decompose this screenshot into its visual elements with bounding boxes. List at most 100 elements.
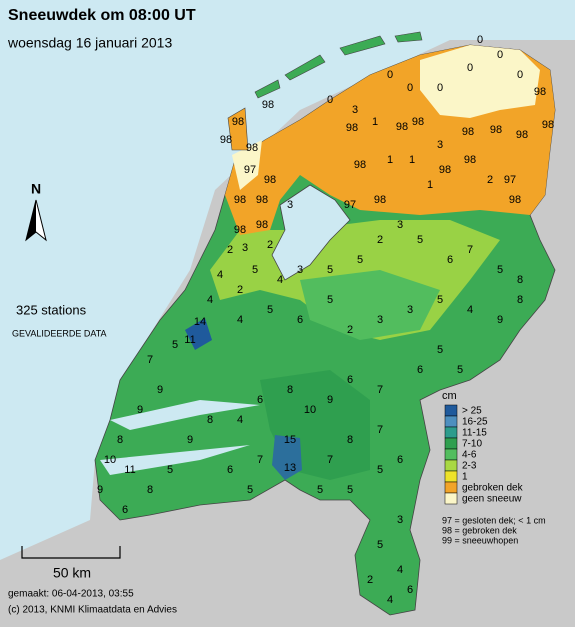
station-value: 0 — [517, 69, 523, 81]
station-value: 3 — [242, 242, 248, 254]
station-value: 10 — [104, 454, 116, 466]
station-value: 11 — [124, 464, 135, 476]
legend-label: 2-3 — [462, 461, 477, 472]
legend-label: > 25 — [462, 406, 482, 417]
station-value: 8 — [517, 274, 523, 286]
station-value: 2 — [377, 234, 383, 246]
legend-swatch — [444, 448, 458, 461]
station-value: 2 — [227, 244, 233, 256]
station-value: 98 — [374, 194, 386, 206]
footer-copyright: (c) 2013, KNMI Klimaatdata en Advies — [8, 605, 177, 616]
station-value: 1 — [427, 179, 433, 191]
station-value: 5 — [172, 339, 178, 351]
legend-swatch — [444, 426, 458, 439]
station-value: 98 — [542, 119, 554, 131]
station-value: 2 — [237, 284, 243, 296]
station-value: 2 — [487, 174, 493, 186]
region-none — [420, 45, 540, 118]
station-value: 98 — [439, 164, 451, 176]
station-value: 98 — [256, 194, 268, 206]
station-value: 4 — [237, 414, 243, 426]
station-value: 4 — [237, 314, 243, 326]
station-value: 15 — [284, 434, 296, 446]
station-value: 8 — [347, 434, 353, 446]
station-value: 4 — [277, 274, 283, 286]
station-value: 9 — [497, 314, 503, 326]
station-value: 3 — [397, 219, 403, 231]
station-value: 5 — [437, 344, 443, 356]
island — [339, 35, 386, 56]
station-value: 6 — [347, 374, 353, 386]
station-value: 6 — [397, 454, 403, 466]
station-value: 98 — [220, 134, 232, 146]
title: Sneeuwdek om 08:00 UT — [8, 7, 196, 24]
station-value: 1 — [387, 154, 393, 166]
scale-label: 50 km — [53, 565, 91, 581]
legend-swatch — [444, 415, 458, 428]
station-value: 1 — [409, 154, 415, 166]
station-value: 97 — [504, 174, 516, 186]
station-value: 7 — [377, 424, 383, 436]
station-value: 5 — [327, 264, 333, 276]
station-value: 97 — [244, 164, 256, 176]
station-value: 9 — [327, 394, 333, 406]
station-value: 1 — [372, 116, 378, 128]
station-value: 5 — [327, 294, 333, 306]
station-value: 7 — [147, 354, 153, 366]
station-value: 6 — [297, 314, 303, 326]
station-value: 8 — [207, 414, 213, 426]
station-value: 6 — [122, 504, 128, 516]
station-value: 98 — [234, 194, 246, 206]
station-value: 5 — [377, 464, 383, 476]
station-value: 0 — [477, 34, 483, 46]
station-value: 8 — [117, 434, 123, 446]
station-value: 13 — [284, 462, 296, 474]
station-value: 5 — [247, 484, 253, 496]
station-value: 3 — [297, 264, 303, 276]
estuary — [110, 400, 260, 430]
station-value: 6 — [407, 584, 413, 596]
legend-unit: cm — [442, 390, 457, 402]
station-value: 0 — [497, 49, 503, 61]
station-value: 6 — [257, 394, 263, 406]
station-value: 4 — [207, 294, 213, 306]
station-value: 9 — [187, 434, 193, 446]
lake — [271, 184, 351, 281]
station-value: 4 — [467, 304, 473, 316]
station-value: 5 — [167, 464, 173, 476]
north-arrow — [26, 200, 36, 240]
station-value: 9 — [97, 484, 103, 496]
station-value: 4 — [397, 564, 403, 576]
station-value: 98 — [232, 116, 244, 128]
legend-note: 98 = gebroken dek — [442, 525, 517, 535]
station-value: 0 — [407, 82, 413, 94]
region-deep — [185, 318, 212, 350]
station-value: 0 — [327, 94, 333, 106]
station-value: 7 — [377, 384, 383, 396]
island — [394, 31, 423, 43]
region-4-6 — [300, 270, 440, 340]
subtitle: woensdag 16 januari 2013 — [7, 35, 172, 51]
station-count: 325 stations — [16, 302, 87, 317]
sea — [0, 0, 575, 560]
station-value: 98 — [412, 116, 424, 128]
station-value: 3 — [407, 304, 413, 316]
station-value: 5 — [252, 264, 258, 276]
station-value: 10 — [304, 404, 316, 416]
station-value: 9 — [157, 384, 163, 396]
footer-made: gemaakt: 06-04-2013, 03:55 — [8, 589, 134, 600]
station-value: 98 — [262, 99, 274, 111]
legend-label: 1 — [462, 472, 468, 483]
station-value: 3 — [287, 199, 293, 211]
station-value: 2 — [267, 239, 273, 251]
north-label: N — [31, 181, 41, 197]
legend-swatch — [444, 492, 458, 505]
station-value: 7 — [467, 244, 473, 256]
station-value: 4 — [387, 594, 393, 606]
station-value: 5 — [457, 364, 463, 376]
station-value: 5 — [437, 294, 443, 306]
island — [227, 107, 249, 151]
